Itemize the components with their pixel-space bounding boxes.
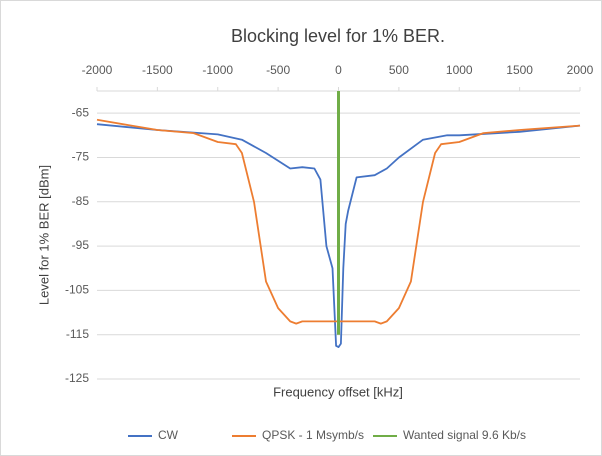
y-tick-label: -75 — [72, 150, 90, 164]
x-tick-label: 2000 — [567, 63, 594, 77]
legend-label: Wanted signal 9.6 Kb/s — [403, 428, 526, 442]
legend-label: QPSK - 1 Msymb/s — [262, 428, 364, 442]
x-tick-label: -2000 — [82, 63, 113, 77]
x-axis-title: Frequency offset [kHz] — [273, 384, 403, 399]
x-tick-label: 0 — [335, 63, 342, 77]
y-tick-label: -115 — [66, 327, 89, 341]
x-tick-label: 500 — [389, 63, 409, 77]
y-tick-label: -125 — [65, 371, 89, 385]
x-tick-label: -1000 — [202, 63, 233, 77]
x-tick-label: 1000 — [446, 63, 473, 77]
y-tick-label: -85 — [72, 194, 90, 208]
x-tick-label: -500 — [266, 63, 290, 77]
series-line — [96, 123, 581, 348]
chart-title: Blocking level for 1% BER. — [231, 26, 445, 46]
y-axis-title: Level for 1% BER [dBm] — [36, 165, 51, 305]
x-tick-label: -1500 — [142, 63, 173, 77]
legend-label: CW — [158, 428, 179, 442]
y-tick-label: -95 — [72, 238, 90, 252]
x-tick-label: 1500 — [506, 63, 533, 77]
y-tick-label: -105 — [65, 283, 89, 297]
y-tick-label: -65 — [72, 105, 90, 119]
